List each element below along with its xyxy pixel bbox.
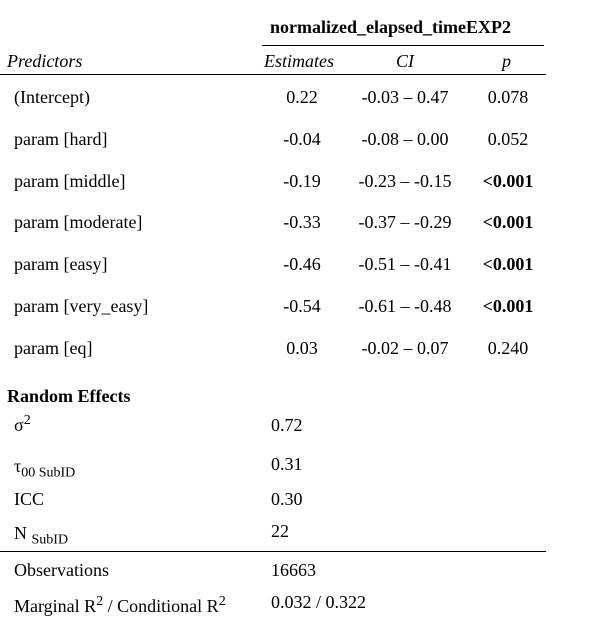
sigma2-label: σ2 [14,414,31,436]
n-symbol: N [14,523,27,543]
row-ci: -0.23 – -0.15 [358,171,452,191]
row-p: 0.078 [487,87,529,107]
header-p: p [502,51,511,71]
marginal-r2-sup: 2 [96,594,104,609]
tau-sub: 00 SubID [21,465,76,481]
row-label: param [hard] [14,129,108,149]
row-estimate: -0.54 [283,296,321,316]
header-estimates: Estimates [264,51,334,71]
row-label: param [moderate] [14,212,143,232]
row-label: (Intercept) [14,87,90,107]
row-p: <0.001 [482,296,534,316]
row-p: <0.001 [482,254,534,274]
tau00-label: τ00 SubID [14,455,75,480]
tau00-value: 0.31 [271,454,303,474]
row-label: param [middle] [14,171,126,191]
n-sub: SubID [31,532,69,548]
row-label: param [eq] [14,338,93,358]
header-ci: CI [396,51,414,71]
observations-value: 16663 [271,560,316,580]
row-ci: -0.08 – 0.00 [361,129,449,149]
marginal-r2-text: Marginal R [14,596,97,616]
sigma-symbol: σ [14,415,24,435]
row-estimate: -0.33 [283,212,321,232]
row-p: 0.052 [487,129,529,149]
header-predictors: Predictors [7,51,83,71]
row-ci: -0.03 – 0.47 [361,87,449,107]
row-ci: -0.61 – -0.48 [358,296,452,316]
r2-label: Marginal R2 / Conditional R2 [14,595,226,617]
conditional-r2-text: / Conditional R [103,596,219,616]
observations-label: Observations [14,560,109,580]
row-ci: -0.51 – -0.41 [358,254,452,274]
icc-label: ICC [14,489,45,509]
row-p: 0.240 [487,338,529,358]
r2-value: 0.032 / 0.322 [271,592,367,612]
row-p: <0.001 [482,212,534,232]
sigma2-value: 0.72 [271,415,303,435]
row-estimate: -0.46 [283,254,321,274]
model-title: normalized_elapsed_timeEXP2 [270,17,511,37]
row-ci: -0.02 – 0.07 [361,338,449,358]
title-underline [262,45,544,46]
conditional-r2-sup: 2 [218,594,226,609]
row-label: param [easy] [14,254,108,274]
observations-rule [0,551,546,552]
row-estimate: -0.04 [283,129,321,149]
n-value: 22 [271,521,289,541]
n-label: N SubID [14,522,68,547]
row-estimate: 0.22 [286,87,318,107]
row-label: param [very_easy] [14,296,149,316]
header-rule [0,74,546,75]
icc-value: 0.30 [271,489,303,509]
sigma-sup: 2 [23,413,31,428]
random-effects-heading: Random Effects [7,386,131,406]
row-ci: -0.37 – -0.29 [358,212,452,232]
row-estimate: -0.19 [283,171,321,191]
row-p: <0.001 [482,171,534,191]
row-estimate: 0.03 [286,338,318,358]
tau-symbol: τ [14,456,22,476]
